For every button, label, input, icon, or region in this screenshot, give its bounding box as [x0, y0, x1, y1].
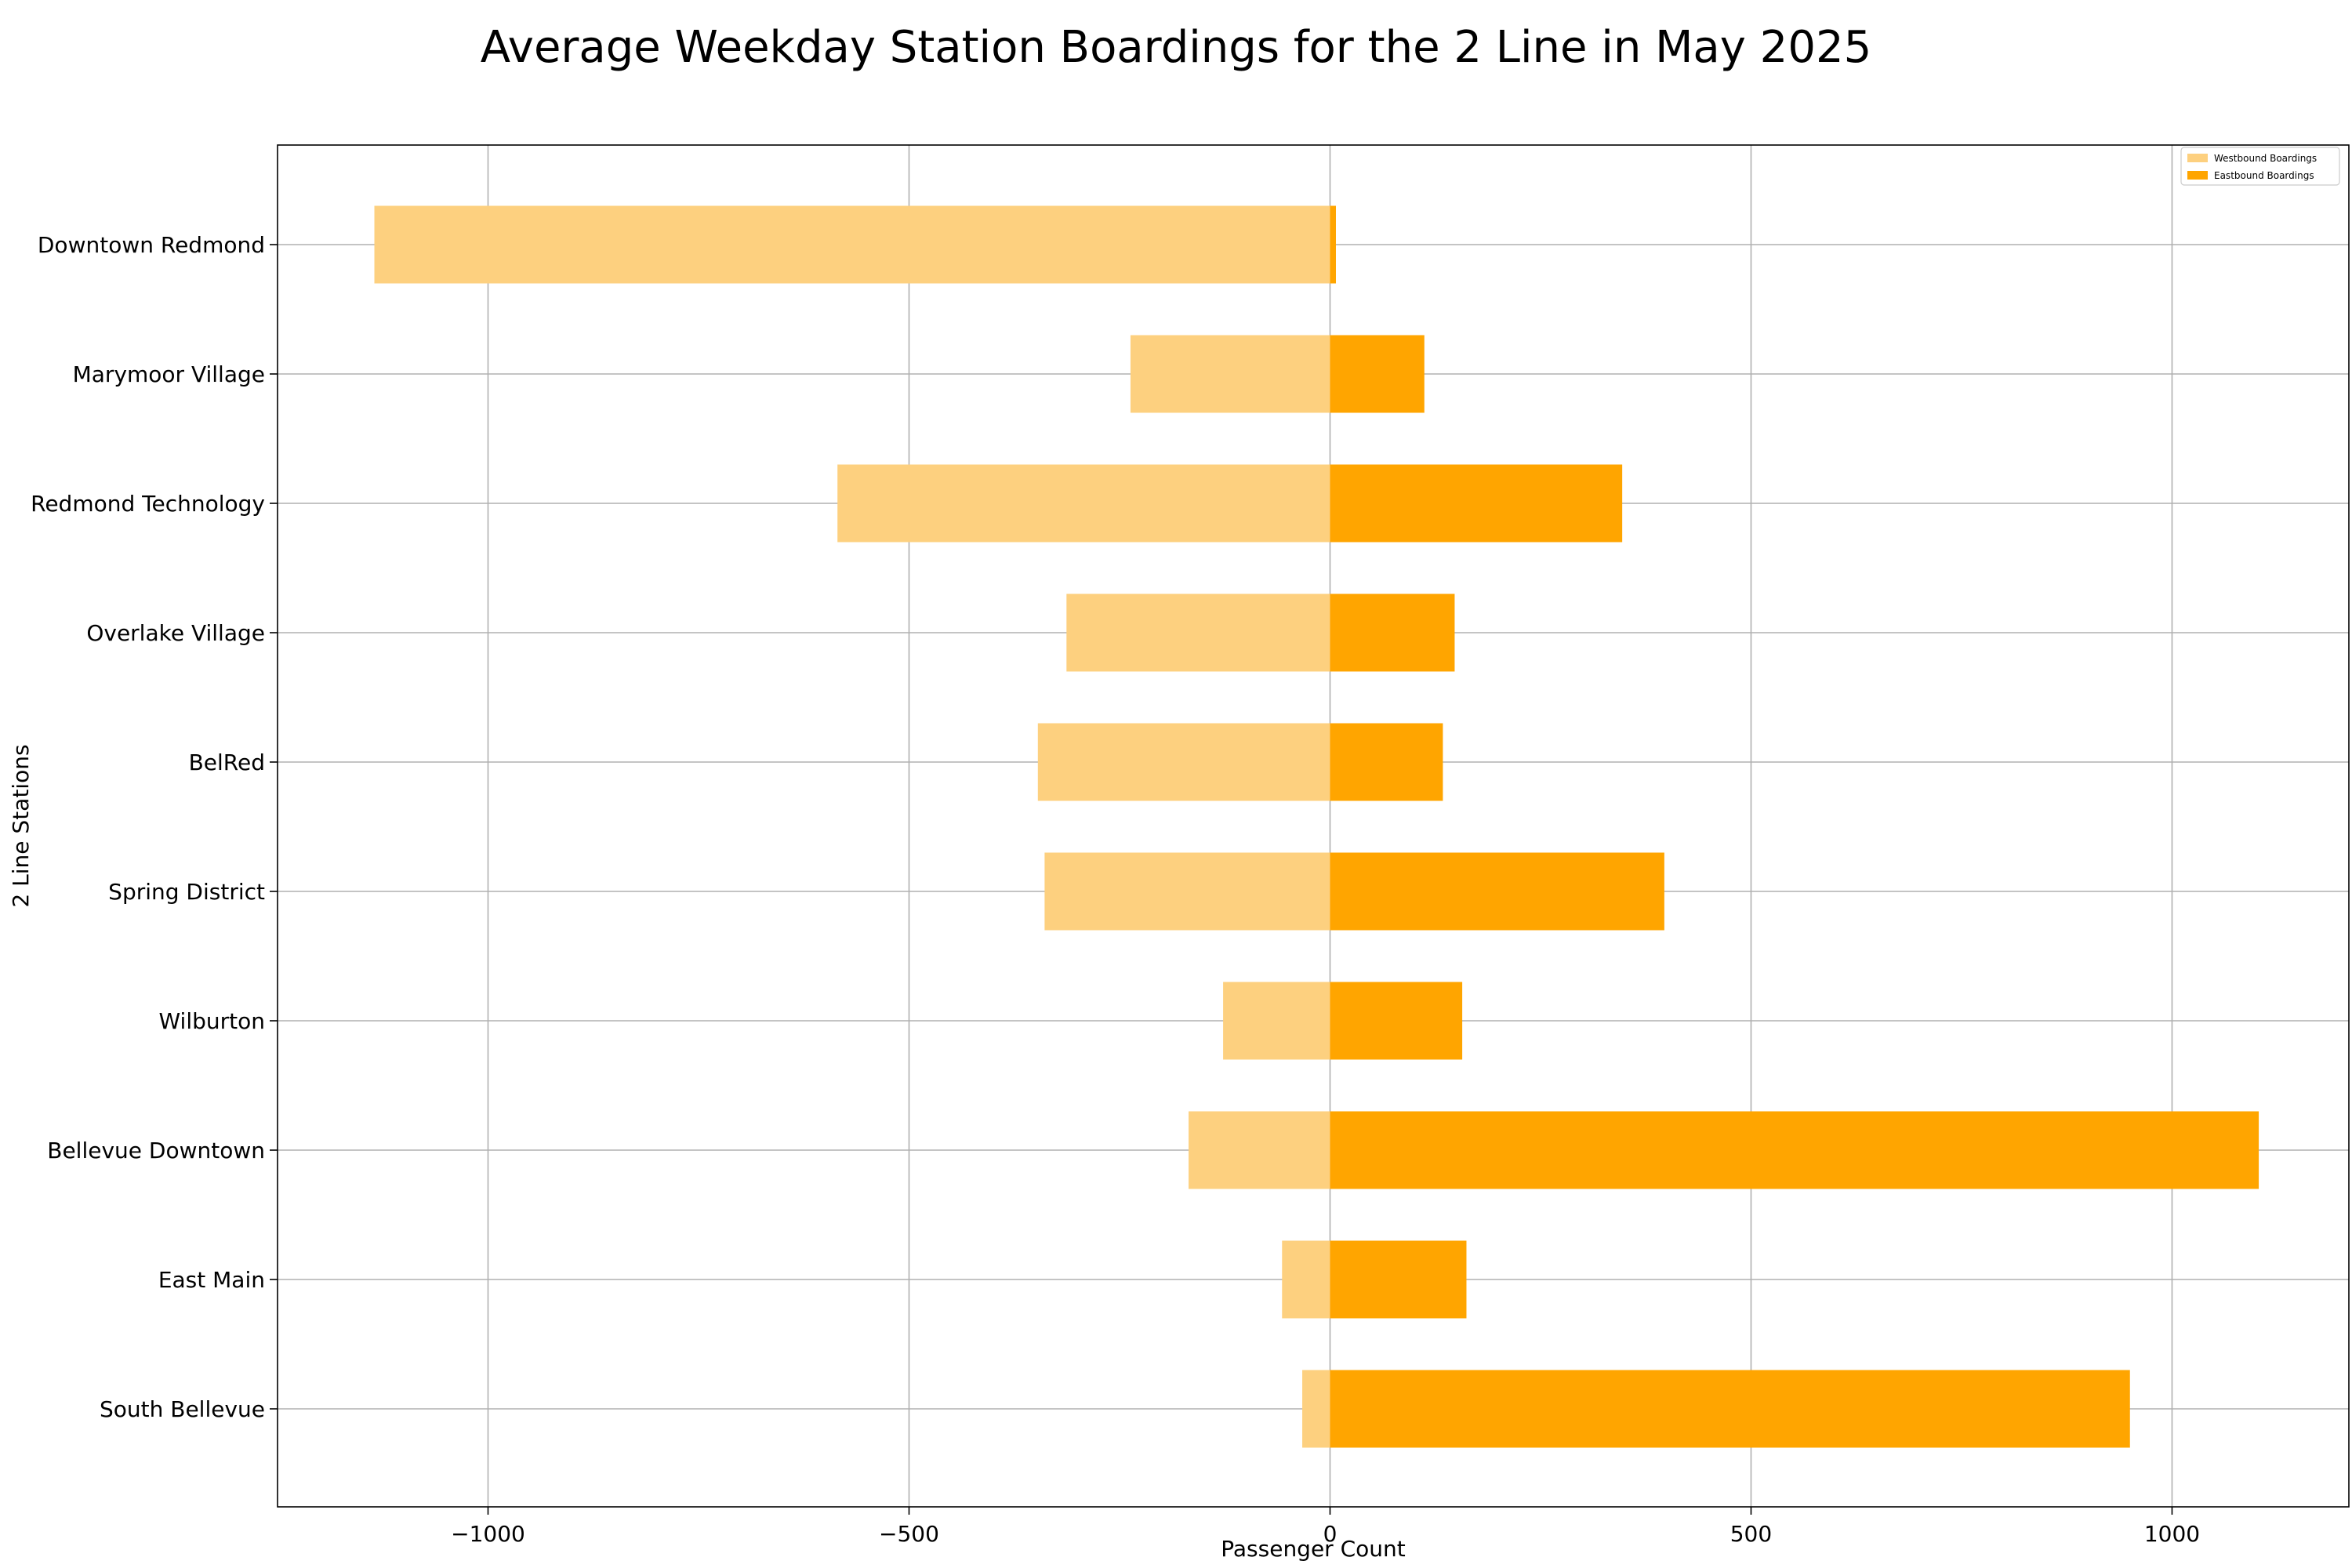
westbound-bar [1223, 982, 1330, 1060]
bar-layer [374, 205, 2259, 1448]
eastbound-bar [1330, 723, 1443, 801]
legend-swatch [2187, 154, 2208, 162]
y-tick-label: Downtown Redmond [38, 232, 265, 258]
x-axis-label: Passenger Count [1221, 1536, 1406, 1562]
eastbound-bar [1330, 205, 1336, 284]
y-tick-label: Marymoor Village [73, 361, 265, 387]
eastbound-bar [1330, 852, 1664, 931]
legend-swatch [2187, 171, 2208, 180]
y-tick-label: Wilburton [158, 1008, 265, 1034]
eastbound-bar [1330, 335, 1425, 413]
westbound-bar [1044, 852, 1330, 931]
westbound-bar [1066, 593, 1330, 672]
eastbound-bar [1330, 464, 1623, 543]
x-tick-label: 1000 [2144, 1521, 2200, 1547]
westbound-bar [374, 205, 1330, 284]
westbound-bar [837, 464, 1330, 543]
westbound-bar [1037, 723, 1330, 801]
y-tick-label: BelRed [189, 750, 265, 775]
eastbound-bar [1330, 1370, 2130, 1448]
x-tick-label: −1000 [451, 1521, 525, 1547]
x-tick-label: 0 [1323, 1521, 1338, 1547]
y-tick-label: East Main [158, 1267, 265, 1293]
eastbound-bar [1330, 593, 1455, 672]
legend: Westbound Boardings Eastbound Boardings [2180, 147, 2340, 186]
eastbound-bar [1330, 1240, 1467, 1319]
chart-title: Average Weekday Station Boardings for th… [480, 22, 1872, 73]
eastbound-bar [1330, 1111, 2259, 1189]
y-axis-label: 2 Line Stations [8, 744, 34, 907]
y-tick-label: Bellevue Downtown [47, 1138, 265, 1163]
plot-frame [277, 144, 2350, 1508]
westbound-bar [1302, 1370, 1330, 1448]
legend-label: Westbound Boardings [2214, 153, 2317, 164]
x-tick-label: 500 [1730, 1521, 1772, 1547]
plot-frame-border [277, 144, 2350, 1508]
y-tick-label: Overlake Village [86, 620, 265, 646]
westbound-bar [1282, 1240, 1330, 1319]
y-tick-label: South Bellevue [100, 1396, 265, 1422]
legend-box [2180, 147, 2340, 186]
y-tick-label: Redmond Technology [31, 491, 265, 517]
legend-label: Eastbound Boardings [2214, 170, 2314, 181]
x-tick-label: −500 [879, 1521, 939, 1547]
y-tick-label: Spring District [108, 879, 265, 905]
eastbound-bar [1330, 982, 1463, 1060]
westbound-bar [1130, 335, 1330, 413]
tick-layer: −1000 −500 0 500 1000 Downtown Redmond Marymoo… [31, 232, 2200, 1547]
westbound-bar [1189, 1111, 1330, 1189]
